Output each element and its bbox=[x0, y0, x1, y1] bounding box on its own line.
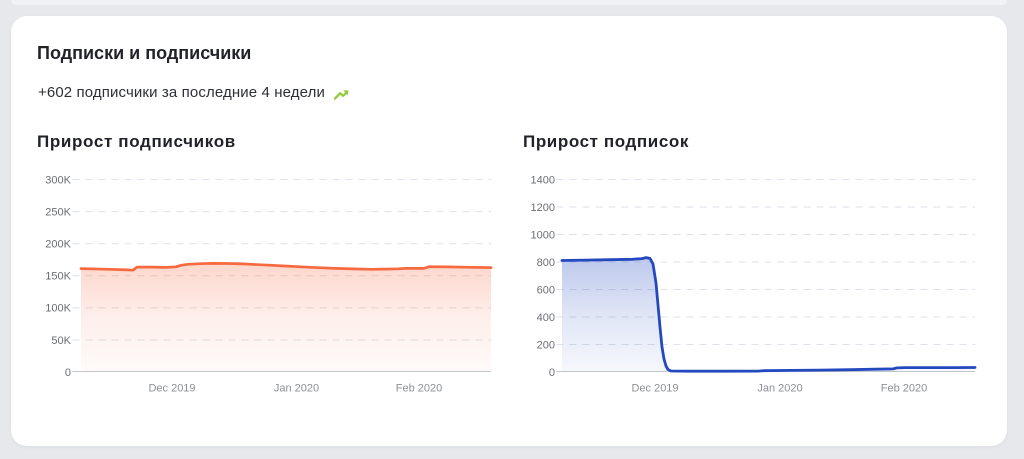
svg-text:0: 0 bbox=[549, 367, 555, 379]
svg-text:Dec 2019: Dec 2019 bbox=[148, 383, 195, 395]
svg-text:1200: 1200 bbox=[531, 202, 555, 214]
svg-text:200: 200 bbox=[537, 339, 555, 351]
svg-text:0: 0 bbox=[65, 367, 71, 379]
svg-text:Feb 2020: Feb 2020 bbox=[396, 383, 442, 395]
svg-text:Dec 2019: Dec 2019 bbox=[631, 383, 678, 395]
svg-text:200K: 200K bbox=[45, 239, 71, 251]
svg-text:150K: 150K bbox=[45, 271, 71, 283]
svg-text:100K: 100K bbox=[45, 303, 71, 315]
svg-text:250K: 250K bbox=[45, 206, 71, 218]
svg-text:1000: 1000 bbox=[531, 229, 555, 241]
svg-text:300K: 300K bbox=[45, 174, 71, 186]
svg-text:Jan 2020: Jan 2020 bbox=[274, 383, 319, 395]
svg-text:Jan 2020: Jan 2020 bbox=[757, 383, 802, 395]
svg-text:50K: 50K bbox=[51, 335, 71, 347]
svg-text:Feb 2020: Feb 2020 bbox=[881, 383, 927, 395]
svg-text:800: 800 bbox=[537, 257, 555, 269]
svg-text:400: 400 bbox=[537, 312, 555, 324]
svg-text:1400: 1400 bbox=[531, 174, 555, 186]
svg-text:600: 600 bbox=[537, 284, 555, 296]
